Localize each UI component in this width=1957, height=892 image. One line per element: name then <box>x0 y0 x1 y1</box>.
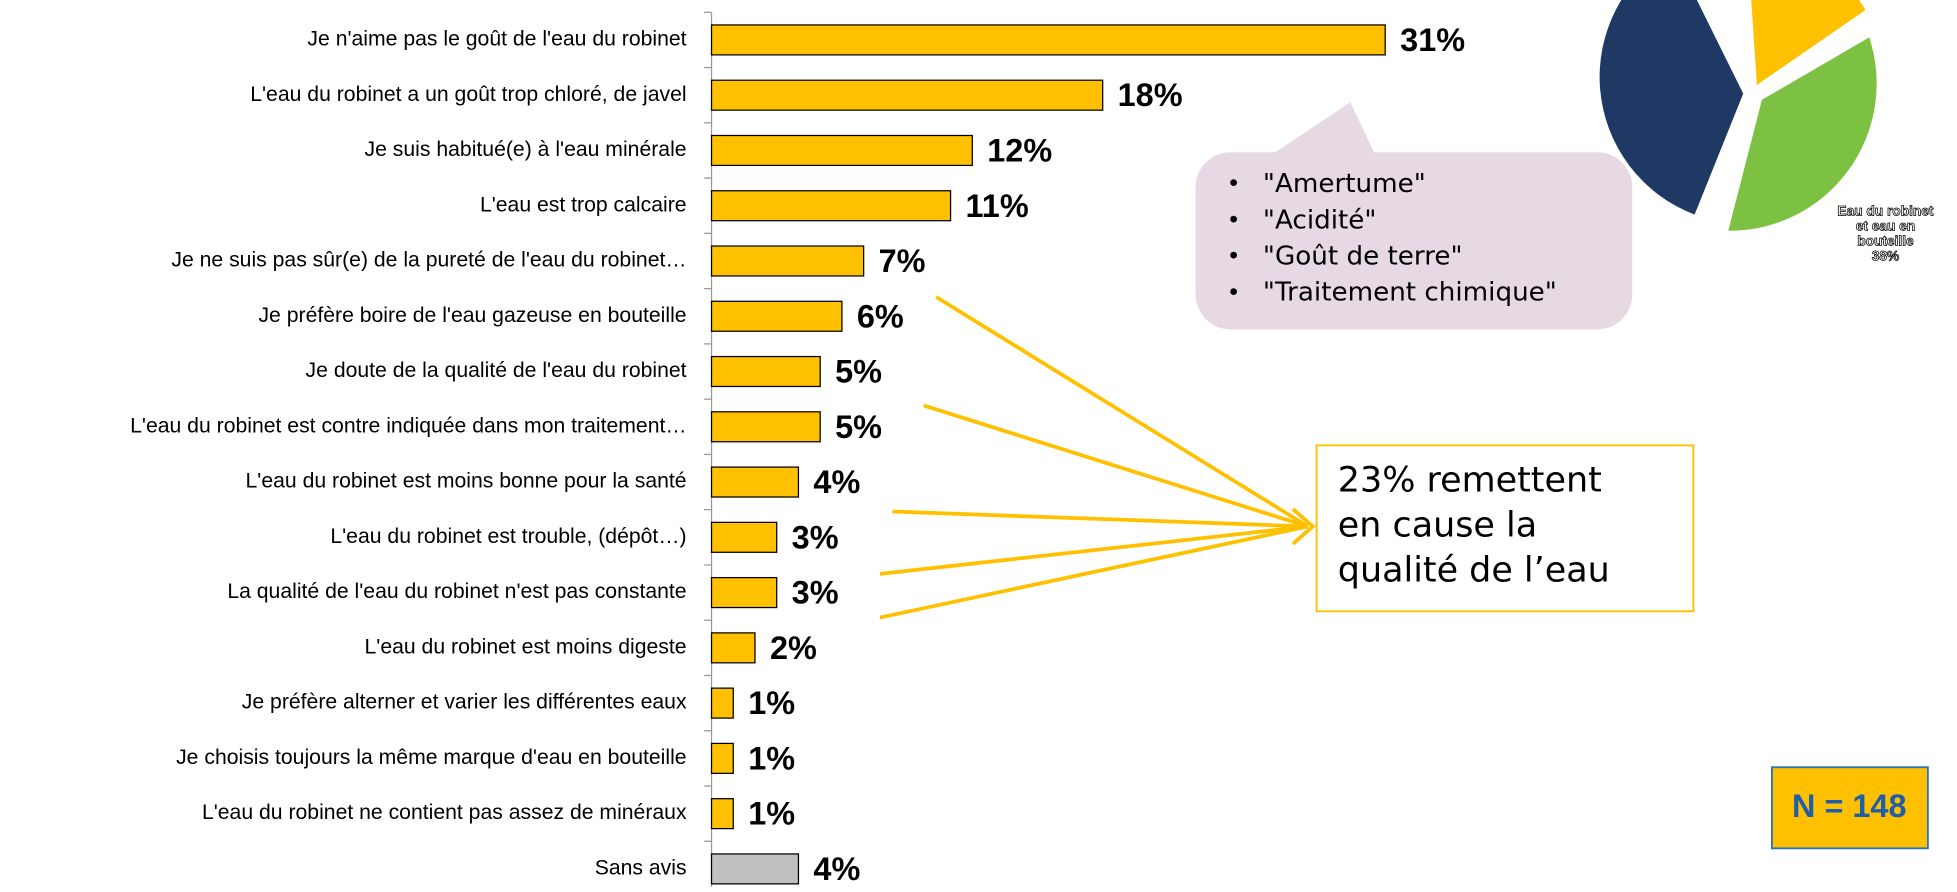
bar <box>710 300 843 332</box>
value-label: 1% <box>748 740 795 776</box>
callout-item: "Amertume" <box>1263 169 1426 199</box>
quality-note: 23% remettent <box>1338 461 1602 501</box>
bar <box>710 355 821 388</box>
sample-box <box>1770 766 1929 850</box>
bar <box>710 798 734 830</box>
pie-slice <box>1599 0 1744 215</box>
bar <box>710 411 821 443</box>
bar <box>710 742 734 774</box>
category-label: L'eau du robinet est moins digeste <box>364 635 686 658</box>
pie-slice <box>1728 37 1877 231</box>
value-label: 7% <box>879 243 926 279</box>
value-label: 11% <box>966 188 1029 224</box>
bar <box>710 466 800 498</box>
bar <box>710 79 1104 111</box>
value-label: 31% <box>1400 22 1465 58</box>
category-label: L'eau du robinet est trouble, (dépôt…) <box>330 525 686 548</box>
bar <box>710 632 756 664</box>
pie-slice <box>1751 0 1866 85</box>
category-label: L'eau du robinet est contre indiquée dan… <box>130 414 686 437</box>
category-label: L'eau du robinet a un goût trop chloré, … <box>250 83 686 106</box>
category-label: L'eau est trop calcaire <box>480 193 687 216</box>
category-label: Je doute de la qualité de l'eau du robin… <box>306 359 687 382</box>
value-label: 6% <box>857 298 904 334</box>
category-label: La qualité de l'eau du robinet n'est pas… <box>227 580 686 603</box>
bar <box>710 24 1386 56</box>
pie-label: Eau du robinet <box>1837 204 1933 219</box>
category-label: Je choisis toujours la même marque d'eau… <box>176 746 686 769</box>
category-label: Je préfère alterner et varier les différ… <box>242 691 687 714</box>
category-label: Sans avis <box>595 857 687 880</box>
value-label: 4% <box>813 851 860 887</box>
pie-label: et eau en <box>1856 219 1915 234</box>
bar <box>710 576 778 609</box>
bullet: • <box>1229 169 1238 197</box>
value-label: 18% <box>1118 77 1183 113</box>
pie-label: bouteille <box>1857 234 1914 249</box>
value-label: 12% <box>987 133 1052 169</box>
value-label: 4% <box>813 464 860 500</box>
category-label: Je ne suis pas sûr(e) de la pureté de l'… <box>171 249 686 272</box>
callout-item: "Acidité" <box>1263 205 1377 235</box>
bullet: • <box>1229 278 1238 306</box>
value-label: 5% <box>835 354 882 390</box>
bar <box>710 190 952 222</box>
bar <box>710 245 865 277</box>
arrows <box>879 295 1316 620</box>
bar <box>710 521 778 553</box>
bar <box>710 853 800 885</box>
value-label: 5% <box>835 409 882 445</box>
value-label: 3% <box>792 575 839 611</box>
callout-item: "Traitement chimique" <box>1263 278 1557 308</box>
callout-item: "Goût de terre" <box>1263 241 1463 271</box>
category-label: L'eau du robinet est moins bonne pour la… <box>246 470 687 493</box>
value-label: 1% <box>748 796 795 832</box>
pie-label: 38% <box>1872 249 1899 264</box>
bullet: • <box>1229 242 1238 270</box>
bar <box>710 134 973 167</box>
note-box <box>1315 444 1695 613</box>
category-label: Je n'aime pas le goût de l'eau du robine… <box>307 28 686 51</box>
bullet: • <box>1229 205 1238 233</box>
category-label: L'eau du robinet ne contient pas assez d… <box>202 801 687 824</box>
pie-fragment <box>1599 0 1877 231</box>
category-label: Je préfère boire de l'eau gazeuse en bou… <box>258 304 686 327</box>
value-label: 3% <box>792 519 839 555</box>
callout-bubble <box>1195 102 1633 330</box>
category-label: Je suis habitué(e) à l'eau minérale <box>365 138 687 161</box>
sample-size: N = 148 <box>1792 788 1906 824</box>
quality-note: en cause la <box>1338 505 1537 545</box>
bar <box>710 687 734 719</box>
value-label: 1% <box>748 685 795 721</box>
value-label: 2% <box>770 630 817 666</box>
quality-note: qualité de l’eau <box>1338 550 1610 590</box>
